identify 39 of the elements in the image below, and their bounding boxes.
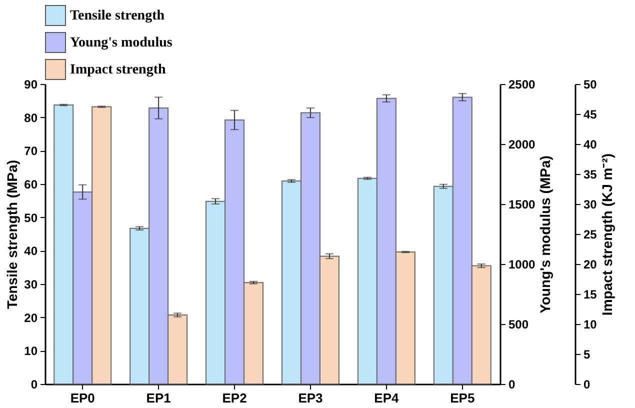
- x-tick-label: EP2: [222, 390, 247, 406]
- y3-tick-label: 50: [584, 78, 598, 92]
- y-tick-label: 80: [24, 110, 38, 125]
- legend-label: Tensile strength: [70, 8, 165, 24]
- y2-tick-label: 0: [508, 378, 516, 392]
- y-tick-label: 30: [24, 278, 38, 292]
- y-tick-label: 10: [24, 344, 38, 358]
- y3-tick-label: 25: [584, 228, 598, 242]
- x-tick-label: EP0: [70, 390, 95, 406]
- y-tick-label: 60: [24, 178, 38, 192]
- y3-tick-label: 15: [584, 288, 598, 302]
- y2-tick-label: 2500: [508, 78, 536, 92]
- y3-tick-label: 0: [584, 378, 590, 392]
- y2-tick-label: 2000: [508, 138, 536, 152]
- y-tick-label: 20: [24, 310, 38, 325]
- y3-tick-label: 30: [584, 198, 598, 212]
- y-tick-label: 50: [24, 210, 38, 225]
- y3-tick-label: 10: [584, 318, 598, 332]
- y3-tick-label: 5: [584, 348, 590, 362]
- y3-axis-title: Impact strength (KJ m⁻²): [598, 153, 615, 316]
- x-tick-label: EP4: [374, 390, 400, 406]
- y-tick-label: 90: [24, 78, 38, 92]
- legend-label: Young's modulus: [70, 36, 173, 50]
- x-tick-label: EP1: [146, 390, 171, 406]
- y2-tick-label: 500: [508, 318, 529, 332]
- y3-tick-label: 35: [584, 168, 598, 182]
- y2-tick-label: 1000: [508, 258, 536, 272]
- y3-tick-label: 45: [584, 108, 598, 122]
- y2-axis-title: Young's modulus (MPa): [537, 156, 554, 314]
- y2-tick-label: 1500: [508, 198, 536, 212]
- y3-tick-label: 20: [584, 258, 598, 272]
- x-tick-label: EP5: [450, 390, 475, 406]
- legend-label: Impact strength: [70, 62, 166, 78]
- y3-tick-label: 40: [584, 138, 598, 152]
- y-tick-label: 70: [24, 144, 38, 158]
- x-tick-label: EP3: [298, 390, 323, 406]
- y-tick-label: 0: [30, 378, 38, 392]
- y-axis-title: Tensile strength (MPa): [4, 160, 20, 310]
- y-tick-label: 40: [24, 244, 38, 258]
